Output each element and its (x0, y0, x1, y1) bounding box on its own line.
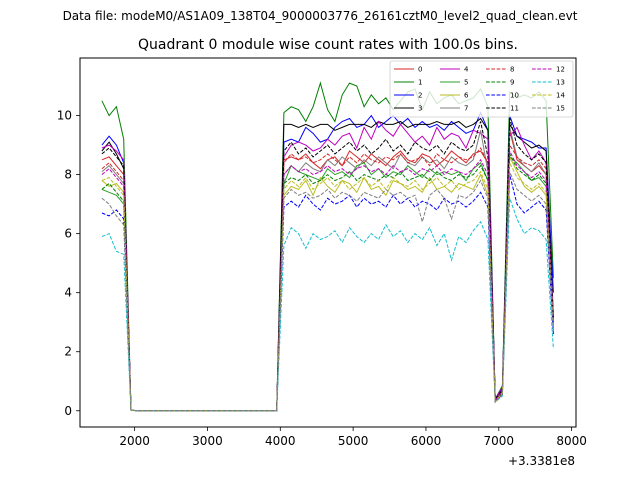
series-line-1 (101, 81, 554, 412)
series-line-10 (101, 174, 554, 412)
axes-frame (79, 57, 577, 428)
plot-area (101, 81, 554, 412)
y-tick-label: 6 (64, 227, 72, 241)
suptitle: Data file: modeM0/AS1A09_138T04_90000037… (63, 9, 578, 23)
x-tick-label: 2000 (119, 434, 150, 448)
series-line-4 (101, 120, 554, 412)
series-line-13 (101, 198, 554, 412)
legend-label-9: 9 (510, 79, 514, 87)
legend-label-1: 1 (418, 79, 422, 87)
y-tick-label: 2 (64, 345, 72, 359)
x-tick-label: 4000 (265, 434, 296, 448)
legend-label-2: 2 (418, 92, 422, 100)
x-tick-label: 8000 (556, 434, 587, 448)
series-line-5 (101, 155, 554, 412)
legend-label-6: 6 (464, 92, 469, 100)
chart-title: Quadrant 0 module wise count rates with … (138, 37, 518, 53)
legend-label-3: 3 (418, 105, 422, 113)
legend-label-13: 13 (556, 79, 565, 87)
series-line-14 (101, 162, 554, 412)
series-line-15 (101, 171, 554, 412)
x-tick-label: 7000 (484, 434, 515, 448)
series-line-9 (101, 153, 554, 412)
series-line-0 (101, 130, 554, 412)
legend-label-0: 0 (418, 66, 422, 74)
x-offset-label: +3.3381e8 (508, 454, 575, 468)
legend-label-7: 7 (464, 105, 468, 113)
x-tick-label: 3000 (192, 434, 223, 448)
series-line-3 (101, 117, 554, 412)
legend-label-11: 11 (510, 105, 519, 113)
x-tick-label: 5000 (338, 434, 369, 448)
series-line-11 (101, 118, 554, 412)
legend-label-5: 5 (464, 79, 468, 87)
y-tick-label: 4 (64, 286, 72, 300)
legend-label-4: 4 (464, 66, 469, 74)
legend-label-15: 15 (556, 105, 565, 113)
y-tick-label: 10 (57, 109, 72, 123)
legend-label-12: 12 (556, 66, 565, 74)
y-tick-label: 0 (64, 404, 72, 418)
x-tick-label: 6000 (411, 434, 442, 448)
legend-label-14: 14 (556, 92, 565, 100)
legend-label-10: 10 (510, 92, 519, 100)
axis-ticks: 2000 3000 4000 5000 6000 7000 8000 0 2 4 6 8 10 (57, 109, 587, 448)
series-line-6 (101, 156, 554, 412)
legend-label-8: 8 (510, 66, 514, 74)
legend-frame (389, 60, 574, 118)
y-tick-label: 8 (64, 168, 72, 182)
